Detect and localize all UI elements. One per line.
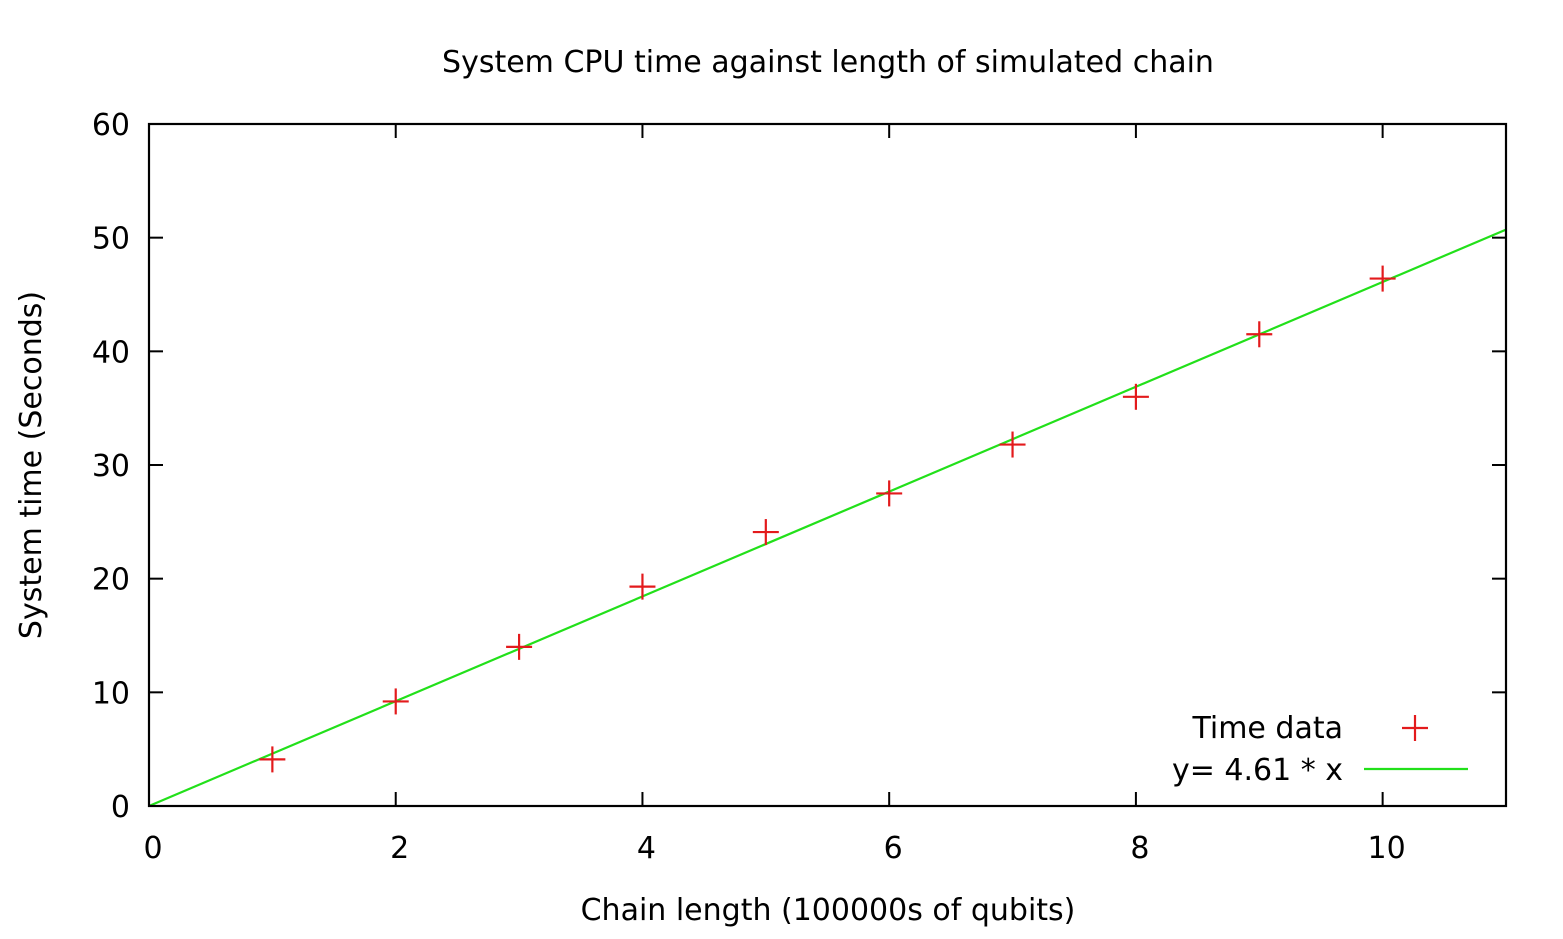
y-tick-label: 30 (92, 449, 130, 484)
legend-label-time-data: Time data (1191, 711, 1343, 746)
data-point (382, 688, 409, 715)
fit-line-layer (148, 228, 1507, 808)
data-points-layer (259, 265, 1396, 773)
x-tick-label: 0 (143, 831, 162, 866)
fit-line (148, 228, 1507, 808)
y-tick-label: 10 (92, 676, 130, 711)
legend-label-fit-line: y= 4.61 * x (1172, 753, 1343, 788)
tick-labels-layer: 0 2 4 6 8 10 0 10 20 30 40 50 60 (92, 108, 1406, 866)
data-point (1122, 383, 1149, 410)
data-point (506, 633, 533, 660)
x-tick-label: 4 (637, 831, 656, 866)
data-point (752, 519, 779, 546)
y-tick-label: 60 (92, 108, 130, 143)
data-point (1369, 265, 1396, 292)
y-axis-label: System time (Seconds) (14, 291, 49, 639)
y-tick-label: 0 (111, 790, 130, 825)
y-tick-label: 40 (92, 335, 130, 370)
x-tick-label: 8 (1130, 831, 1149, 866)
x-tick-label: 6 (884, 831, 903, 866)
x-tick-label: 10 (1368, 831, 1406, 866)
data-point (1246, 321, 1273, 348)
data-point (629, 573, 656, 600)
x-axis-label: Chain length (100000s of qubits) (581, 893, 1076, 928)
data-point (999, 431, 1026, 458)
data-point (259, 746, 286, 773)
x-tick-label: 2 (390, 831, 409, 866)
axis-ticks-layer (148, 123, 1506, 807)
legend-plus-marker (1402, 715, 1428, 741)
data-point (876, 480, 903, 507)
y-tick-label: 50 (92, 222, 130, 257)
legend: Time data y= 4.61 * x (1172, 711, 1468, 788)
plot-frame (147, 122, 1508, 808)
y-tick-label: 20 (92, 563, 130, 598)
chart-title: System CPU time against length of simula… (442, 45, 1214, 80)
